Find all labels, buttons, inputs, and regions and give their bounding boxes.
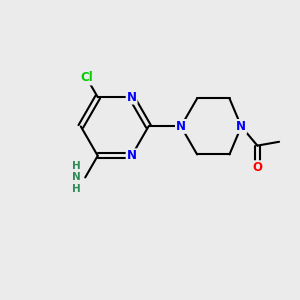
Text: O: O: [252, 161, 262, 174]
Text: N: N: [127, 91, 136, 103]
Text: N: N: [236, 120, 246, 133]
Text: N: N: [127, 149, 136, 162]
Text: N: N: [176, 120, 186, 133]
Text: H
N
H: H N H: [72, 161, 81, 194]
Text: Cl: Cl: [80, 71, 93, 85]
